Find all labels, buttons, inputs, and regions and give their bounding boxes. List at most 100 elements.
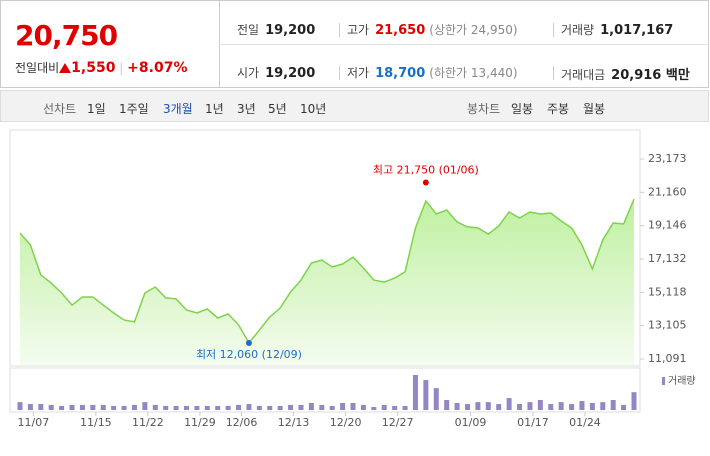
volume-bar bbox=[496, 404, 502, 410]
y-tick-label: 15,118 bbox=[648, 285, 687, 298]
header: 20,750 전일대비 1,550 | +8.07% 전일 19,200 고가 21,6… bbox=[0, 0, 709, 88]
price-line bbox=[19, 198, 635, 345]
volume-bar bbox=[340, 403, 346, 410]
low-label: 최저 12,060 (12/09) bbox=[196, 348, 302, 361]
volume-bar bbox=[589, 403, 595, 410]
up-icon bbox=[59, 63, 72, 73]
x-tick-label: 12/06 bbox=[226, 416, 258, 429]
price-panel: 20,750 전일대비 1,550 | +8.07% bbox=[1, 1, 220, 87]
tab-group-label: 선차트 bbox=[43, 102, 77, 116]
volume-bar bbox=[506, 398, 512, 410]
x-tick-label: 11/07 bbox=[18, 416, 50, 429]
legend-swatch bbox=[662, 377, 665, 385]
stat: 전일 19,200 bbox=[237, 21, 315, 38]
volume-bar bbox=[27, 404, 33, 410]
volume-frame bbox=[9, 367, 641, 413]
volume-bar bbox=[329, 405, 335, 410]
volume-bar bbox=[360, 404, 366, 410]
stat-label: 고가 bbox=[347, 23, 370, 37]
volume-bar bbox=[225, 405, 231, 410]
stat-value: 18,700 bbox=[375, 66, 426, 81]
separator bbox=[339, 66, 340, 80]
stat: 저가 18,700 (하한가 13,440) bbox=[347, 64, 518, 81]
stat-label: 거래량 bbox=[561, 23, 595, 37]
stat-note: (하한가 13,440) bbox=[429, 66, 518, 80]
y-tick-label: 21,160 bbox=[648, 185, 687, 198]
volume-bar bbox=[308, 403, 314, 410]
volume-bar bbox=[256, 405, 262, 410]
volume-bar bbox=[412, 375, 418, 410]
period-tab[interactable]: 5년 bbox=[268, 102, 287, 116]
period-tab[interactable]: 1일 bbox=[87, 102, 106, 116]
x-tick-label: 11/29 bbox=[184, 416, 216, 429]
high-point bbox=[422, 179, 429, 186]
stat-label: 시가 bbox=[237, 66, 260, 80]
volume-bar bbox=[444, 400, 450, 410]
stat: 거래대금 20,916 백만 bbox=[561, 64, 690, 83]
volume-bar bbox=[152, 404, 158, 410]
stat-note: (상한가 24,950) bbox=[429, 23, 518, 37]
x-tick-label: 12/20 bbox=[330, 416, 362, 429]
plot-frame bbox=[9, 129, 641, 367]
divider bbox=[219, 44, 709, 45]
y-tick-label: 13,105 bbox=[648, 319, 687, 332]
change-value: 1,550 bbox=[71, 60, 116, 76]
low-point bbox=[245, 339, 252, 346]
volume-bar bbox=[454, 403, 460, 410]
period-tab[interactable]: 1년 bbox=[205, 102, 224, 116]
volume-bar bbox=[17, 402, 23, 410]
volume-bar bbox=[464, 404, 470, 410]
change: 전일대비 1,550 | +8.07% bbox=[15, 60, 188, 76]
stat-value: 21,650 bbox=[375, 23, 426, 38]
stat-value: 19,200 bbox=[265, 66, 316, 81]
volume-bar bbox=[485, 402, 491, 410]
change-label: 전일대비 bbox=[15, 61, 60, 75]
volume-bar bbox=[288, 404, 294, 410]
candle-tab[interactable]: 일봉 bbox=[511, 102, 534, 116]
x-tick-label: 12/13 bbox=[278, 416, 310, 429]
volume-bar bbox=[131, 404, 137, 410]
period-tab[interactable]: 3개월 bbox=[163, 102, 193, 116]
x-tick-label: 01/24 bbox=[569, 416, 601, 429]
volume-bar bbox=[558, 402, 564, 410]
volume-bar bbox=[79, 404, 85, 410]
volume-bar bbox=[142, 402, 148, 410]
volume-bar bbox=[517, 404, 523, 410]
period-tabs: 선차트 1일 1주일 3개월 1년 3년 5년 10년 봉차트 일봉 주봉 월봉 bbox=[0, 90, 709, 122]
volume-bar bbox=[527, 402, 533, 410]
period-tab[interactable]: 10년 bbox=[300, 102, 327, 116]
period-tab[interactable]: 3년 bbox=[237, 102, 256, 116]
volume-bar bbox=[433, 388, 439, 410]
volume-bar bbox=[59, 405, 65, 410]
volume-bar bbox=[319, 404, 325, 410]
volume-bar bbox=[475, 402, 481, 410]
volume-bar bbox=[184, 405, 190, 410]
volume-bar bbox=[215, 405, 221, 410]
volume-bar bbox=[163, 405, 169, 410]
candle-tab[interactable]: 주봉 bbox=[547, 102, 570, 116]
stat-label: 저가 bbox=[347, 66, 370, 80]
x-tick-label: 11/15 bbox=[80, 416, 112, 429]
stat: 거래량 1,017,167 bbox=[561, 21, 673, 38]
volume-bar bbox=[90, 404, 96, 410]
high-label: 최고 21,750 (01/06) bbox=[373, 164, 479, 177]
volume-bar bbox=[569, 404, 575, 410]
stat-label: 전일 bbox=[237, 23, 260, 37]
stat-label: 거래대금 bbox=[561, 68, 606, 82]
y-tick-label: 19,146 bbox=[648, 219, 687, 232]
volume-bar bbox=[69, 404, 75, 410]
volume-bar bbox=[548, 404, 554, 410]
x-tick-label: 12/27 bbox=[382, 416, 414, 429]
candle-tab[interactable]: 월봉 bbox=[583, 102, 606, 116]
x-tick-label: 01/09 bbox=[455, 416, 487, 429]
volume-bar bbox=[246, 404, 252, 410]
period-tab[interactable]: 1주일 bbox=[119, 102, 149, 116]
tab-group-label: 봉차트 bbox=[467, 102, 501, 116]
volume-bar bbox=[121, 405, 127, 410]
y-tick-label: 17,132 bbox=[648, 252, 687, 265]
stat-value: 20,916 백만 bbox=[611, 68, 690, 83]
volume-bar bbox=[621, 404, 627, 410]
volume-bar bbox=[579, 401, 585, 410]
